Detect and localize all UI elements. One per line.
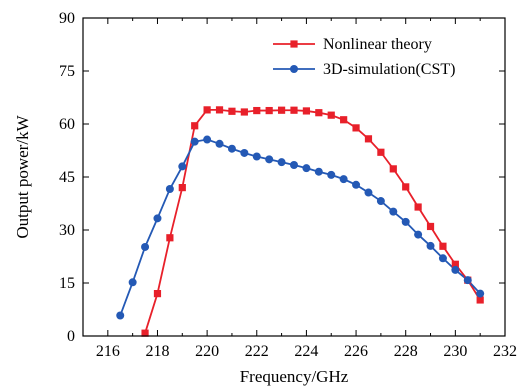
y-tick-label: 60 xyxy=(59,116,75,133)
data-point-series-2 xyxy=(153,214,162,223)
data-point-series-2 xyxy=(252,152,261,161)
data-point-series-2 xyxy=(240,148,249,157)
y-tick-label: 30 xyxy=(59,222,75,239)
x-tick-label: 222 xyxy=(245,343,269,360)
data-point-series-2 xyxy=(463,276,472,285)
data-point-series-2 xyxy=(401,217,410,226)
data-point-series-1 xyxy=(178,184,186,192)
data-point-series-2 xyxy=(352,180,361,189)
legend-marker-2 xyxy=(290,65,298,73)
data-point-series-2 xyxy=(339,175,348,184)
x-tick-label: 216 xyxy=(96,343,120,360)
y-tick-label: 75 xyxy=(59,63,75,80)
data-point-series-1 xyxy=(166,234,174,242)
data-point-series-1 xyxy=(302,107,311,115)
data-point-series-2 xyxy=(165,185,174,194)
data-point-series-1 xyxy=(389,165,397,173)
data-point-series-1 xyxy=(253,106,261,115)
data-point-series-1 xyxy=(277,106,286,114)
x-tick-label: 228 xyxy=(394,343,418,360)
data-point-series-1 xyxy=(327,111,335,119)
data-point-series-1 xyxy=(191,122,199,130)
legend-marker-1 xyxy=(290,40,298,48)
data-point-series-1 xyxy=(215,106,224,114)
x-tick-label: 220 xyxy=(195,343,219,360)
data-point-series-2 xyxy=(438,254,447,263)
data-point-series-2 xyxy=(290,160,298,169)
series-lines xyxy=(119,108,481,334)
series-markers xyxy=(116,106,485,337)
data-point-series-2 xyxy=(376,197,385,206)
data-point-series-2 xyxy=(265,155,274,164)
data-point-series-2 xyxy=(277,158,286,167)
data-point-series-1 xyxy=(402,183,410,191)
data-point-series-1 xyxy=(352,124,360,132)
data-point-series-2 xyxy=(327,170,336,179)
data-point-series-2 xyxy=(389,207,398,216)
data-point-series-1 xyxy=(315,109,323,117)
data-point-series-2 xyxy=(314,167,323,176)
data-point-series-1 xyxy=(414,203,422,211)
data-point-series-2 xyxy=(302,164,311,173)
x-axis-title: Frequency/GHz xyxy=(240,367,349,386)
data-point-series-2 xyxy=(426,241,435,250)
data-point-series-2 xyxy=(215,139,224,148)
y-tick-label: 0 xyxy=(67,328,75,345)
axis-tick-labels: 216 218 220 222 224 226 228 230 232 0 15 30 45 60 75 90 xyxy=(59,10,517,360)
y-axis-title: Output power/kW xyxy=(13,114,32,238)
data-point-series-1 xyxy=(228,107,236,115)
data-point-series-1 xyxy=(426,222,435,231)
data-point-series-2 xyxy=(364,188,373,197)
y-tick-label: 90 xyxy=(59,10,75,27)
data-point-series-1 xyxy=(290,106,298,114)
y-tick-label: 45 xyxy=(59,169,75,186)
legend-label-2: 3D-simulation(CST) xyxy=(323,61,455,78)
x-tick-label: 218 xyxy=(145,343,169,360)
axis-ticks xyxy=(82,17,506,337)
data-point-series-2 xyxy=(227,144,236,153)
data-point-series-1 xyxy=(153,290,162,298)
data-point-series-1 xyxy=(141,329,149,337)
data-point-series-2 xyxy=(190,137,199,146)
data-point-series-2 xyxy=(476,289,485,298)
data-point-series-1 xyxy=(476,296,484,304)
data-point-series-1 xyxy=(364,135,373,143)
x-tick-label: 224 xyxy=(294,343,318,360)
legend-label-1: Nonlinear theory xyxy=(323,36,432,53)
x-tick-label: 230 xyxy=(443,343,467,360)
series-line-1 xyxy=(144,108,481,334)
data-point-series-2 xyxy=(141,242,150,251)
data-point-series-1 xyxy=(340,116,348,124)
data-point-series-2 xyxy=(178,162,187,171)
data-point-series-1 xyxy=(240,108,248,116)
data-point-series-1 xyxy=(377,148,385,156)
x-tick-label: 232 xyxy=(493,343,517,360)
data-point-series-1 xyxy=(203,106,211,114)
data-point-series-1 xyxy=(451,260,459,268)
data-point-series-1 xyxy=(265,106,273,115)
data-point-series-2 xyxy=(203,135,212,144)
data-point-series-1 xyxy=(439,242,447,250)
data-point-series-2 xyxy=(414,230,423,239)
data-point-series-2 xyxy=(116,311,125,320)
data-point-series-2 xyxy=(128,278,137,287)
legend: Nonlinear theory 3D-simulation(CST) xyxy=(273,36,455,78)
series-line-2 xyxy=(119,138,481,316)
data-point-series-2 xyxy=(451,265,460,274)
x-tick-label: 226 xyxy=(344,343,368,360)
y-tick-label: 15 xyxy=(59,275,75,292)
